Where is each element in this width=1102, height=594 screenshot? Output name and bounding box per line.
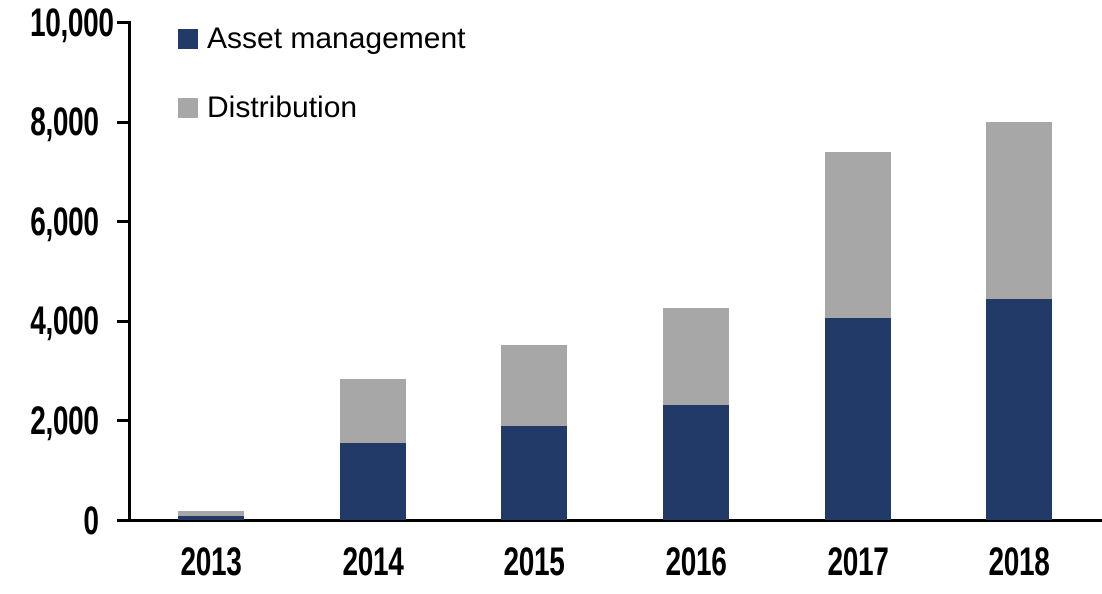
bar-2016-asset-management bbox=[662, 405, 729, 521]
y-axis-line bbox=[128, 21, 131, 521]
legend-item-asset-management: Asset management bbox=[178, 24, 465, 54]
y-tick-mark-8000 bbox=[117, 120, 130, 124]
bar-2018-asset-management bbox=[986, 299, 1053, 521]
y-tick-mark-0 bbox=[117, 519, 130, 522]
y-tick-label-0: 0 bbox=[83, 498, 99, 543]
legend-swatch-distribution bbox=[178, 98, 198, 118]
bar-2013-distribution bbox=[177, 510, 244, 516]
y-tick-mark-2000 bbox=[117, 419, 130, 423]
x-tick-label-2015: 2015 bbox=[503, 540, 565, 584]
bar-2014-distribution bbox=[339, 378, 406, 444]
bar-2013-asset-management bbox=[177, 515, 244, 521]
bar-2018-distribution bbox=[986, 122, 1053, 300]
y-tick-label-6000: 6,000 bbox=[30, 199, 99, 244]
legend-item-distribution: Distribution bbox=[178, 93, 357, 123]
bar-2014-asset-management bbox=[339, 443, 406, 521]
legend-swatch-asset-management bbox=[178, 29, 198, 49]
bar-2017-distribution bbox=[824, 151, 891, 319]
bar-2016-distribution bbox=[662, 308, 729, 406]
x-tick-label-2018: 2018 bbox=[988, 540, 1050, 584]
y-tick-label-10000: 10,000 bbox=[30, 0, 114, 45]
legend-label-asset-management: Asset management bbox=[207, 22, 466, 55]
bar-2015-distribution bbox=[501, 345, 568, 427]
y-tick-mark-6000 bbox=[117, 220, 130, 224]
x-tick-label-2014: 2014 bbox=[342, 540, 403, 584]
y-tick-label-2000: 2,000 bbox=[30, 398, 99, 443]
x-tick-label-2016: 2016 bbox=[665, 540, 727, 584]
x-tick-label-2017: 2017 bbox=[827, 540, 888, 584]
y-tick-label-4000: 4,000 bbox=[30, 299, 99, 344]
y-tick-mark-10000 bbox=[117, 21, 130, 24]
legend-label-distribution: Distribution bbox=[207, 91, 358, 124]
y-tick-label-8000: 8,000 bbox=[30, 100, 99, 145]
bar-2015-asset-management bbox=[501, 426, 568, 521]
x-tick-label-2013: 2013 bbox=[180, 540, 242, 584]
bar-2017-asset-management bbox=[824, 318, 891, 521]
y-tick-mark-4000 bbox=[117, 319, 130, 323]
x-axis-line bbox=[117, 518, 1102, 522]
